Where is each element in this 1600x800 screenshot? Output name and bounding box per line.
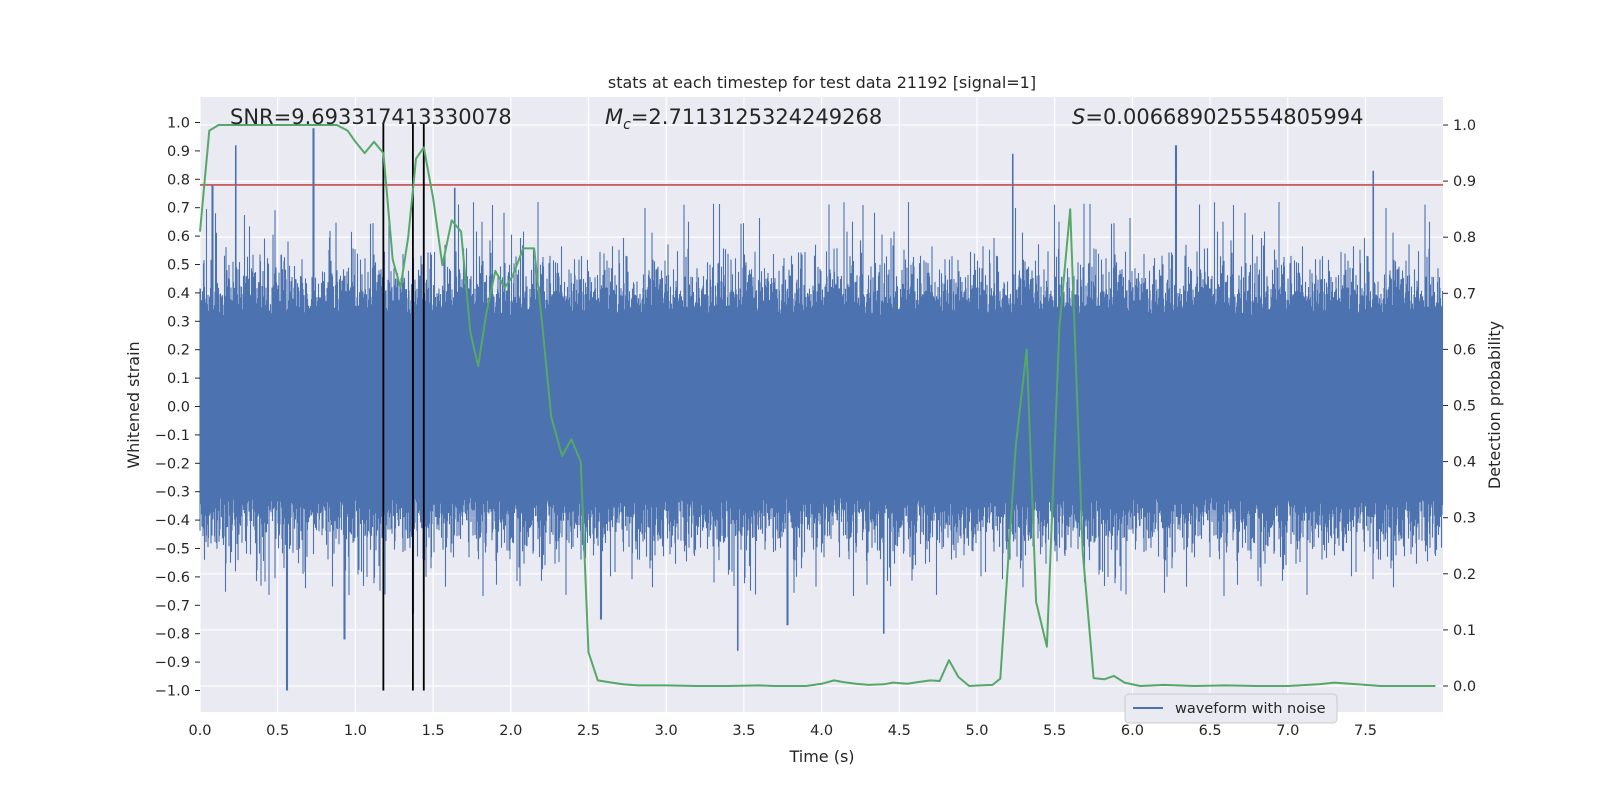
y-left-tick-label: 0.4 <box>167 286 190 302</box>
y-left-tick-label: −0.8 <box>155 627 190 643</box>
y-right-tick-label: 0.8 <box>1453 230 1476 246</box>
probability-line <box>199 124 1436 687</box>
snr-annotation: SNR=9.693317413330078 <box>230 105 512 129</box>
y-left-tick-label: −0.9 <box>155 655 190 671</box>
legend-label: waveform with noise <box>1175 701 1326 717</box>
y-right-tick-label: 1.0 <box>1453 118 1476 134</box>
x-tick-label: 2.5 <box>577 723 600 739</box>
y-right-tick-label: 0.0 <box>1453 679 1476 695</box>
y-left-tick-label: 1.0 <box>167 116 190 132</box>
y-left-tick-label: −0.3 <box>155 485 190 501</box>
y-left-tick-label: 0.6 <box>167 229 190 245</box>
y-left-tick-label: 0.2 <box>167 343 190 359</box>
y-axis-right-label: Detection probability <box>1485 321 1504 489</box>
legend: waveform with noise <box>1124 693 1338 724</box>
x-tick-label: 4.5 <box>888 723 911 739</box>
probability-series <box>199 124 1436 687</box>
y-left-tick-label: −1.0 <box>155 684 190 700</box>
mc-subscript: c <box>623 117 631 133</box>
x-tick-label: 0.5 <box>266 723 289 739</box>
x-tick-label: 2.0 <box>499 723 522 739</box>
y-right-tick-label: 0.4 <box>1453 455 1476 471</box>
y-right-tick-label: 0.2 <box>1453 567 1476 583</box>
x-axis-label: Time (s) <box>788 747 854 766</box>
y-left-tick-label: −0.5 <box>155 542 190 558</box>
mc-symbol: M <box>605 105 623 129</box>
y-right-tick-label: 0.5 <box>1453 399 1476 415</box>
x-tick-label: 1.5 <box>422 723 445 739</box>
s-value: =0.006689025554805994 <box>1085 105 1363 129</box>
s-annotation: S=0.006689025554805994 <box>1072 105 1363 129</box>
y-left-tick-labels: 1.0 0.9 0.8 0.7 0.6 0.5 0.4 0.3 0.2 0.1 0.0 −0.1 −0.… <box>155 116 200 700</box>
y-right-tick-labels: 1.0 0.9 0.8 0.7 0.6 0.5 0.4 0.3 0.2 0.1 0.0 <box>1443 118 1476 695</box>
y-left-tick-label: 0.9 <box>167 144 190 160</box>
y-left-tick-label: −0.2 <box>155 456 190 472</box>
y-right-tick-label: 0.9 <box>1453 174 1476 190</box>
x-tick-label: 5.0 <box>965 723 988 739</box>
y-right-tick-label: 0.6 <box>1453 342 1476 358</box>
x-tick-label: 3.5 <box>732 723 755 739</box>
x-tick-label: 6.5 <box>1199 723 1222 739</box>
y-left-tick-label: 0.0 <box>167 400 190 416</box>
mc-annotation: Mc=2.7113125324249268 <box>605 105 882 133</box>
y-right-tick-label: 0.3 <box>1453 511 1476 527</box>
chart-title: stats at each timestep for test data 211… <box>608 73 1036 92</box>
x-tick-label: 4.0 <box>810 723 833 739</box>
y-left-tick-label: −0.1 <box>155 428 190 444</box>
y-right-tick-label: 0.1 <box>1453 623 1476 639</box>
y-left-tick-label: 0.8 <box>167 172 190 188</box>
y-right-tick-label: 0.7 <box>1453 286 1476 302</box>
y-left-tick-label: 0.5 <box>167 258 190 274</box>
y-left-tick-label: −0.4 <box>155 513 190 529</box>
x-tick-labels: 0.0 0.5 1.0 1.5 2.0 2.5 3.0 3.5 4.0 4.5 5.0 5.5 6.0 6… <box>188 723 1377 739</box>
x-tick-label: 7.0 <box>1276 723 1299 739</box>
x-tick-label: 7.5 <box>1354 723 1377 739</box>
legend-box <box>1124 693 1338 724</box>
y-left-tick-label: 0.7 <box>167 201 190 217</box>
x-tick-label: 0.0 <box>188 723 211 739</box>
x-tick-label: 5.5 <box>1043 723 1066 739</box>
y-axis-left-label: Whitened strain <box>124 341 143 468</box>
x-tick-label: 1.0 <box>344 723 367 739</box>
s-symbol: S <box>1072 105 1085 129</box>
y-left-tick-label: 0.3 <box>167 314 190 330</box>
y-left-tick-label: −0.6 <box>155 570 190 586</box>
mc-value: =2.7113125324249268 <box>631 105 882 129</box>
x-tick-label: 6.0 <box>1121 723 1144 739</box>
y-left-tick-label: 0.1 <box>167 371 190 387</box>
x-tick-label: 3.0 <box>655 723 678 739</box>
y-left-tick-label: −0.7 <box>155 598 190 614</box>
vertical-markers <box>382 122 425 691</box>
